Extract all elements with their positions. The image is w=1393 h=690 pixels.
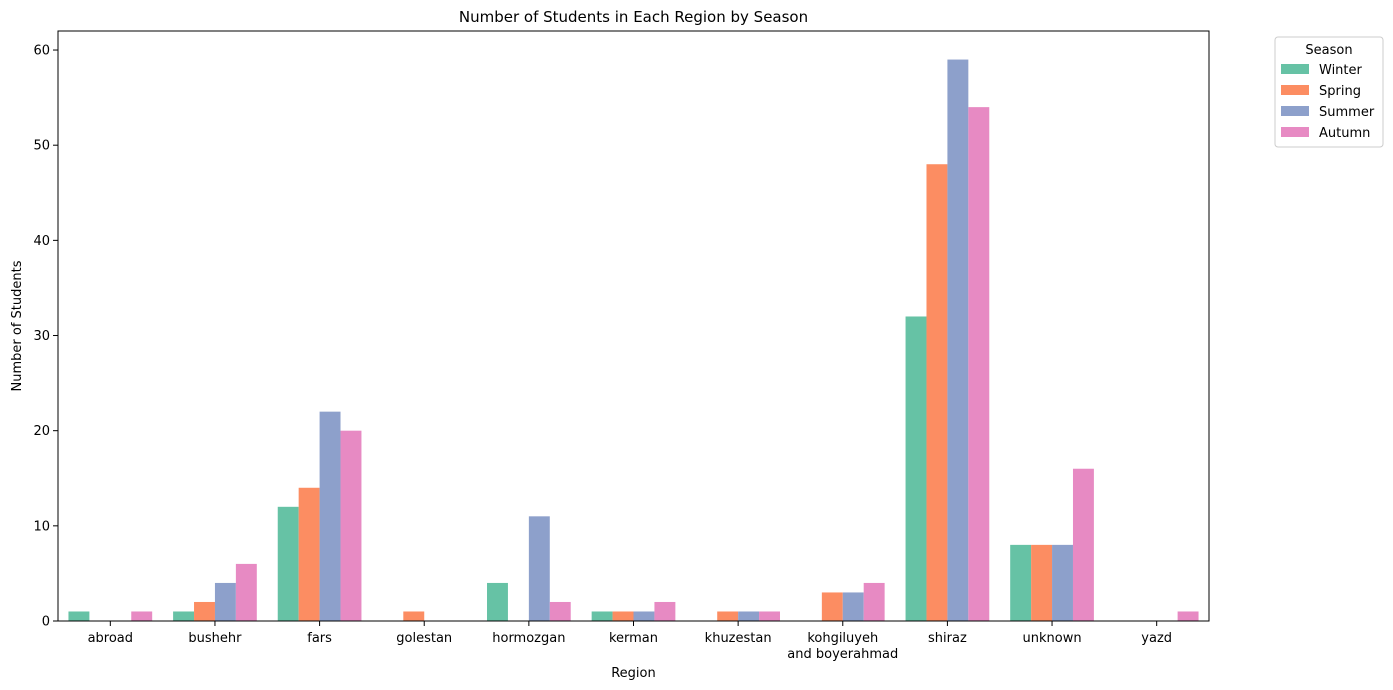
bar-winter-2 xyxy=(277,506,299,621)
bar-summer-4 xyxy=(528,516,550,621)
x-tick-label: fars xyxy=(307,631,332,646)
bar-summer-1 xyxy=(214,582,236,621)
x-tick-label: hormozgan xyxy=(492,631,565,646)
bar-autumn-4 xyxy=(549,601,571,621)
legend-swatch-autumn xyxy=(1281,127,1309,137)
legend: Season Winter Spring Summer Autumn xyxy=(1274,36,1384,148)
y-tick-label: 50 xyxy=(33,139,50,154)
chart-title: Number of Students in Each Region by Sea… xyxy=(459,8,808,26)
bar-summer-8 xyxy=(947,59,969,622)
x-tick-label: golestan xyxy=(396,631,452,646)
x-tick-label: kerman xyxy=(609,631,658,646)
x-tick-label: yazd xyxy=(1141,631,1172,646)
bar-spring-6 xyxy=(717,611,739,621)
legend-swatch-summer xyxy=(1281,106,1309,116)
y-tick-label: 60 xyxy=(33,44,50,59)
bar-autumn-8 xyxy=(968,107,990,621)
x-axis-label: Region xyxy=(611,666,656,681)
bar-autumn-1 xyxy=(235,563,257,621)
legend-swatch-winter xyxy=(1281,64,1309,74)
bar-winter-4 xyxy=(487,582,508,621)
bar-winter-8 xyxy=(905,316,927,621)
x-tick-label: bushehr xyxy=(188,631,242,646)
y-tick-label: 40 xyxy=(33,234,50,249)
bar-summer-6 xyxy=(738,611,760,621)
bar-spring-5 xyxy=(612,611,634,621)
y-tick-label: 30 xyxy=(33,329,50,344)
bar-autumn-2 xyxy=(340,430,362,621)
bar-winter-9 xyxy=(1010,544,1032,621)
y-tick-label: 0 xyxy=(42,615,50,630)
x-tick-label: shiraz xyxy=(928,631,967,646)
y-tick-label: 10 xyxy=(33,519,50,534)
bar-autumn-7 xyxy=(863,582,885,621)
bar-summer-2 xyxy=(319,411,341,621)
legend-label-winter: Winter xyxy=(1319,63,1363,78)
bar-spring-1 xyxy=(194,601,215,621)
legend-title: Season xyxy=(1305,43,1352,58)
bar-spring-7 xyxy=(821,592,843,621)
y-tick-label: 20 xyxy=(33,424,50,439)
bar-summer-9 xyxy=(1052,544,1073,621)
bar-winter-1 xyxy=(173,611,195,621)
bar-autumn-0 xyxy=(131,611,153,621)
x-tick-label: abroad xyxy=(88,631,133,646)
y-axis: 0 10 20 30 40 50 60 xyxy=(33,44,58,630)
x-tick-label: kohgiluyeh xyxy=(807,631,878,646)
legend-label-autumn: Autumn xyxy=(1319,126,1370,141)
bar-spring-8 xyxy=(926,164,948,622)
legend-label-summer: Summer xyxy=(1319,105,1375,120)
x-tick-label: and boyerahmad xyxy=(787,647,898,662)
bars-group xyxy=(68,59,1199,622)
legend-label-spring: Spring xyxy=(1319,84,1361,99)
y-axis-label: Number of Students xyxy=(10,260,25,391)
bar-autumn-6 xyxy=(759,611,780,621)
bar-spring-3 xyxy=(403,611,425,621)
bar-winter-0 xyxy=(68,611,90,621)
bar-summer-7 xyxy=(842,592,864,621)
legend-swatch-spring xyxy=(1281,85,1309,95)
bar-autumn-10 xyxy=(1177,611,1199,621)
x-axis: abroad bushehr fars golestan hormozgan kerman… xyxy=(88,621,1172,662)
bar-summer-5 xyxy=(633,611,655,621)
plot-frame xyxy=(57,30,1210,622)
bar-autumn-9 xyxy=(1072,468,1094,621)
x-tick-label: khuzestan xyxy=(705,631,772,646)
bar-winter-5 xyxy=(591,611,613,621)
bar-autumn-5 xyxy=(654,601,676,621)
bar-spring-9 xyxy=(1031,544,1053,621)
x-tick-label: unknown xyxy=(1023,631,1082,646)
bar-spring-2 xyxy=(298,487,320,621)
